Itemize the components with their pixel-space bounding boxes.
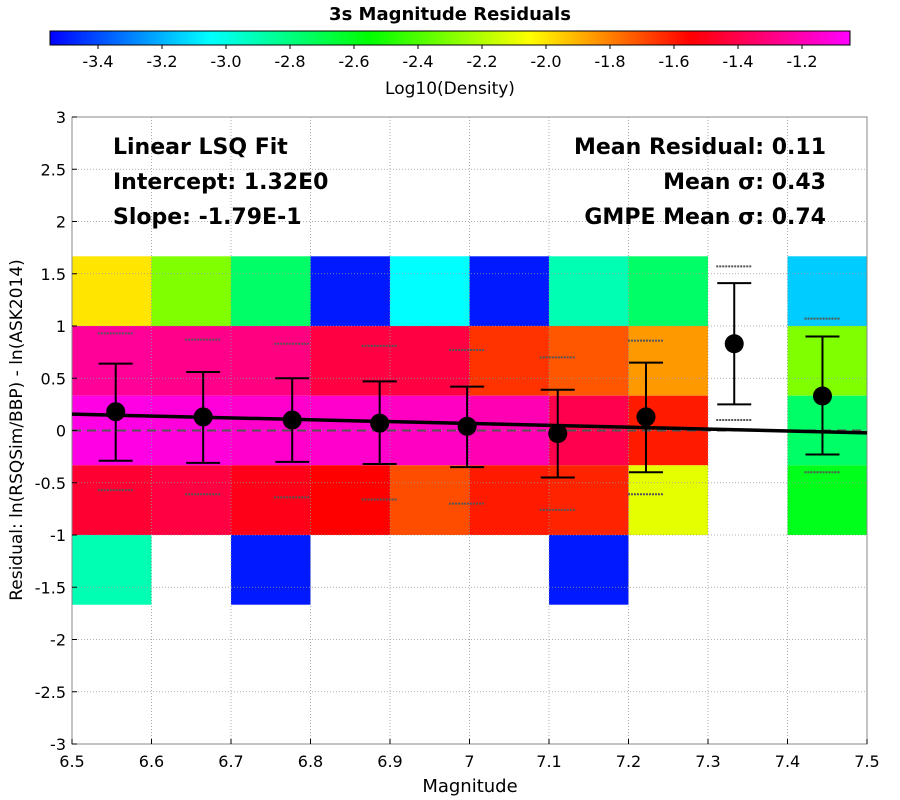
annotation-mean-residual: Mean Residual: 0.11 [574, 135, 826, 160]
x-tick-label: 7.5 [854, 752, 879, 771]
heatmap-cell [231, 326, 311, 396]
colorbar-tick-label: -1.4 [722, 52, 753, 71]
data-point [548, 424, 568, 444]
y-axis-label: Residual: ln(RSQSim/BBP) - ln(ASK2014) [7, 259, 27, 601]
data-point [282, 410, 302, 430]
y-tick-label: -3 [50, 735, 66, 754]
y-tick-label: 3 [56, 108, 66, 127]
heatmap-cell [310, 256, 390, 326]
heatmap-cell [469, 256, 549, 326]
heatmap-cell [72, 256, 152, 326]
y-tick-label: 1 [56, 317, 66, 336]
heatmap-cell [787, 326, 867, 396]
x-tick-label: 7 [464, 752, 474, 771]
heatmap-cell [390, 326, 470, 396]
x-tick-label: 6.8 [298, 752, 323, 771]
colorbar-tick-label: -2.8 [274, 52, 305, 71]
error-bars [97, 265, 841, 511]
colorbar-tick-label: -2.6 [338, 52, 369, 71]
heatmap-cell [151, 326, 231, 396]
heatmap-cell [628, 326, 708, 396]
colorbar: -3.4 -3.2 -3.0 -2.8 -2.6 -2.4 -2.2 -2.0 -1.8 -1.6… [49, 30, 851, 99]
y-tick-label: 2 [56, 213, 66, 232]
annotation-mean-sigma: Mean σ: 0.43 [663, 170, 826, 195]
colorbar-ticks: -3.4 -3.2 -3.0 -2.8 -2.6 -2.4 -2.2 -2.0 -1.8 -1.6… [82, 45, 818, 71]
heatmap-cell [549, 465, 629, 535]
y-tick-label: 2.5 [41, 160, 66, 179]
heatmap-cell [469, 465, 549, 535]
x-tick-label: 6.5 [59, 752, 84, 771]
heatmap-cell [72, 535, 152, 605]
x-axis-ticks: 6.5 6.6 6.7 6.8 6.9 7 7.1 7.2 7.3 7.4 7.5 [59, 739, 880, 771]
x-tick-label: 6.6 [139, 752, 164, 771]
annotation-fit-label: Linear LSQ Fit [113, 135, 288, 160]
data-point [370, 413, 390, 433]
heatmap-cell [469, 326, 549, 396]
data-point [724, 334, 744, 354]
y-tick-label: -2.5 [35, 683, 66, 702]
colorbar-tick-label: -2.2 [466, 52, 497, 71]
fit-annotations: Linear LSQ Fit Intercept: 1.32E0 Slope: … [113, 135, 826, 230]
heatmap-cell [390, 256, 470, 326]
chart-title: 3s Magnitude Residuals [329, 4, 571, 25]
heatmap-cell [72, 465, 152, 535]
colorbar-tick-label: -2.0 [530, 52, 561, 71]
heatmap-cell [151, 256, 231, 326]
heatmap-cell [787, 465, 867, 535]
data-point [636, 407, 656, 427]
colorbar-gradient [49, 30, 851, 46]
heatmap-cell [231, 256, 311, 326]
heatmap-cell [231, 465, 311, 535]
x-tick-label: 7.3 [695, 752, 720, 771]
colorbar-tick-label: -1.2 [786, 52, 817, 71]
colorbar-tick-label: -2.4 [402, 52, 433, 71]
x-tick-label: 7.2 [616, 752, 641, 771]
heatmap-cell [549, 326, 629, 396]
colorbar-tick-label: -3.0 [210, 52, 241, 71]
heatmap-cell [549, 535, 629, 605]
y-tick-label: 0 [56, 422, 66, 441]
y-axis-ticks: -3 -2.5 -2 -1.5 -1 -0.5 0 0.5 1 1.5 2 2.5 3 [35, 108, 77, 754]
data-point [457, 416, 477, 436]
data-point [812, 386, 832, 406]
y-tick-label: 0.5 [41, 369, 66, 388]
colorbar-tick-label: -1.8 [594, 52, 625, 71]
heatmap-cell [151, 465, 231, 535]
annotation-slope: Slope: -1.79E-1 [113, 205, 302, 230]
heatmap-cell [231, 535, 311, 605]
y-tick-label: 1.5 [41, 265, 66, 284]
data-point [193, 407, 213, 427]
colorbar-label: Log10(Density) [385, 79, 515, 99]
x-axis-label: Magnitude [422, 776, 517, 797]
heatmap-cell [628, 465, 708, 535]
y-tick-label: -2 [50, 631, 66, 650]
y-tick-label: -1.5 [35, 578, 66, 597]
x-tick-label: 7.4 [775, 752, 800, 771]
y-tick-label: -1 [50, 526, 66, 545]
x-tick-label: 6.7 [218, 752, 243, 771]
data-point [106, 402, 126, 422]
heatmap-cell [787, 256, 867, 326]
colorbar-tick-label: -3.2 [146, 52, 177, 71]
y-tick-label: -0.5 [35, 474, 66, 493]
heatmap-cell [72, 326, 152, 396]
heatmap-cell [549, 256, 629, 326]
heatmap-cell [628, 256, 708, 326]
colorbar-tick-label: -1.6 [658, 52, 689, 71]
x-tick-label: 7.1 [536, 752, 561, 771]
x-tick-label: 6.9 [377, 752, 402, 771]
heatmap-cell [390, 465, 470, 535]
heatmap-cell [310, 326, 390, 396]
colorbar-tick-label: -3.4 [82, 52, 113, 71]
annotation-intercept: Intercept: 1.32E0 [113, 170, 328, 195]
annotation-gmpe-sigma: GMPE Mean σ: 0.74 [584, 205, 826, 230]
